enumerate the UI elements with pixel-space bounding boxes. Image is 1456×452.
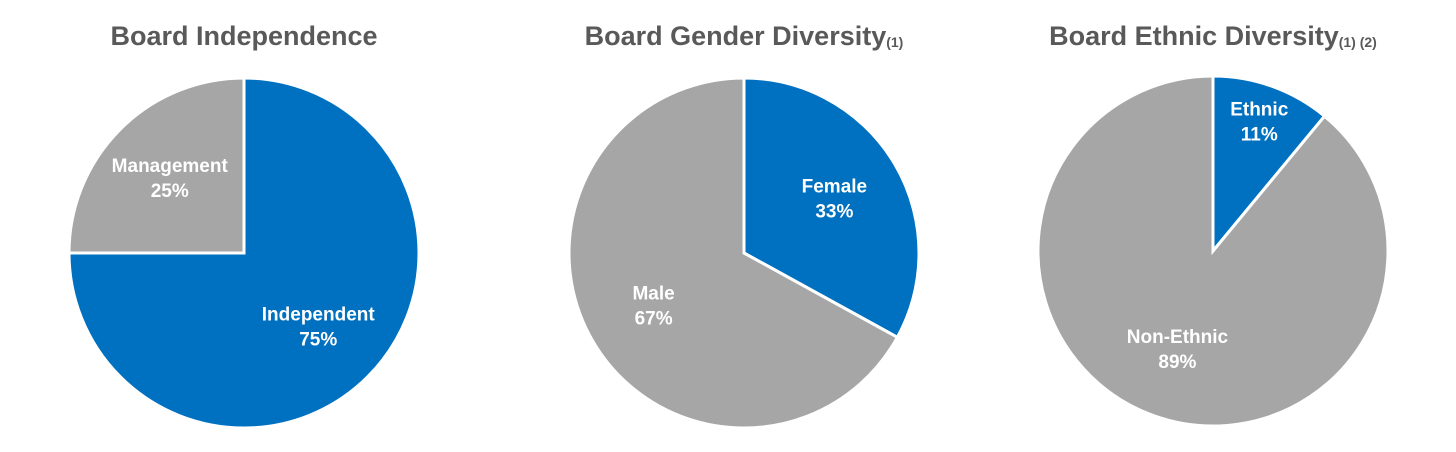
title-note: (1) (886, 34, 903, 50)
chart-title: Board Ethnic Diversity(1) (2) (1049, 21, 1377, 51)
slice-value: 11% (1241, 125, 1278, 146)
slice-value: 67% (635, 308, 673, 329)
title-text: Board Independence (110, 21, 377, 51)
title-note: (1) (2) (1339, 34, 1377, 50)
slice-category: Independent (262, 304, 376, 325)
title-text: Board Ethnic Diversity (1049, 21, 1339, 51)
pie-slice (742, 76, 921, 340)
pie-slice (67, 76, 246, 255)
slice-category: Female (802, 177, 867, 198)
slice-value: 75% (299, 329, 337, 350)
pie-slice (1036, 74, 1390, 428)
pie-slice (1211, 74, 1327, 256)
title-text: Board Gender Diversity (585, 21, 887, 51)
slice-value: 89% (1158, 352, 1196, 373)
slice-category: Ethnic (1230, 100, 1288, 121)
pie-slice (567, 76, 900, 430)
slice-value: 33% (815, 202, 853, 223)
slice-value: 25% (151, 181, 189, 202)
slice-category: Male (632, 283, 674, 304)
slice-category: Management (112, 156, 229, 177)
chart-title: Board Independence (110, 21, 377, 51)
chart-title: Board Gender Diversity(1) (585, 21, 904, 51)
slice-category: Non-Ethnic (1127, 327, 1229, 348)
